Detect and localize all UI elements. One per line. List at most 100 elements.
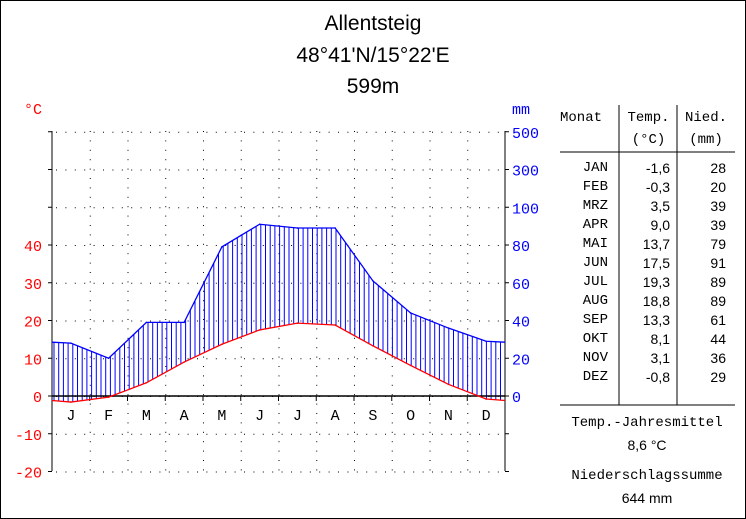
grid-dot	[488, 433, 490, 435]
grid-dot	[467, 441, 469, 443]
grid-dot	[316, 375, 318, 377]
grid-dot	[391, 215, 393, 217]
grid-dot	[165, 131, 167, 132]
grid-dot	[394, 320, 396, 322]
grid-dot	[240, 140, 242, 142]
grid-dot	[74, 433, 76, 435]
grid-dot	[488, 131, 490, 133]
grid-dot	[338, 207, 339, 209]
annual-mean-label: Temp.-Jahresmittel	[571, 415, 723, 431]
grid-dot	[244, 169, 245, 171]
temperature-point	[183, 361, 185, 363]
grid-dot	[429, 178, 431, 179]
grid-dot	[197, 207, 198, 209]
grid-dot	[309, 207, 311, 209]
grid-dot	[385, 358, 386, 360]
grid-dot	[215, 131, 217, 133]
grid-dot	[354, 149, 355, 151]
grid-dot	[429, 403, 431, 405]
grid-dot	[278, 337, 280, 339]
grid-dot	[354, 375, 355, 377]
table-cell-month: NOV	[582, 350, 608, 366]
month-label: N	[444, 408, 453, 425]
grid-dot	[165, 281, 167, 283]
grid-dot	[385, 471, 386, 473]
grid-dot	[422, 433, 424, 435]
grid-dot	[203, 337, 204, 339]
grid-dot	[240, 450, 242, 452]
grid-dot	[240, 309, 242, 311]
grid-dot	[385, 131, 386, 133]
grid-dot	[234, 245, 236, 246]
grid-dot	[150, 131, 151, 133]
table-cell-precip: 89	[710, 293, 726, 309]
grid-dot	[375, 471, 377, 473]
grid-dot	[278, 384, 280, 386]
grid-dot	[354, 384, 355, 386]
grid-dot	[240, 272, 242, 273]
grid-dot	[203, 131, 204, 132]
month-label: A	[180, 408, 189, 425]
grid-dot	[112, 169, 114, 171]
grid-dot	[460, 320, 462, 322]
grid-dot	[103, 169, 104, 171]
month-label: M	[142, 408, 151, 425]
table-cell-temp: 3,5	[650, 198, 670, 214]
grid-dot	[319, 131, 321, 133]
grid-dot	[278, 253, 280, 255]
grid-dot	[441, 207, 443, 209]
grid-dot	[131, 245, 133, 246]
grid-dot	[316, 159, 318, 161]
grid-dot	[93, 358, 95, 360]
grid-dot	[234, 471, 236, 473]
grid-dot	[354, 469, 355, 471]
grid-dot	[112, 131, 114, 133]
grid-dot	[429, 300, 431, 302]
grid-dot	[441, 245, 443, 246]
grid-dot	[240, 196, 242, 198]
grid-dot	[347, 169, 349, 171]
grid-dot	[385, 320, 386, 322]
grid-dot	[56, 245, 57, 246]
grid-dot	[84, 245, 86, 246]
grid-dot	[319, 358, 321, 360]
grid-dot	[467, 196, 469, 198]
table-cell-precip: 89	[710, 274, 726, 290]
grid-dot	[429, 319, 431, 320]
grid-dot	[203, 319, 204, 320]
grid-dot	[150, 433, 151, 435]
temperature-point	[485, 398, 487, 400]
grid-dot	[240, 347, 242, 349]
grid-dot	[467, 422, 469, 424]
grid-dot	[300, 169, 302, 171]
grid-dot	[127, 328, 129, 330]
grid-dot	[391, 450, 393, 452]
grid-dot	[450, 320, 452, 322]
grid-dot	[262, 320, 264, 322]
grid-dot	[89, 281, 91, 283]
grid-dot	[272, 245, 274, 246]
grid-dot	[291, 282, 292, 284]
grid-dot	[203, 384, 204, 386]
grid-dot	[121, 169, 123, 171]
precipitation-point	[447, 327, 450, 329]
grid-dot	[272, 131, 274, 133]
grid-dot	[89, 469, 91, 471]
grid-dot	[429, 375, 431, 377]
grid-dot	[140, 320, 142, 322]
grid-dot	[300, 131, 302, 133]
grid-dot	[165, 309, 167, 311]
grid-dot	[391, 281, 393, 283]
grid-dot	[497, 169, 499, 171]
grid-dot	[203, 253, 204, 255]
grid-dot	[354, 206, 355, 208]
grid-dot	[240, 300, 242, 302]
grid-dot	[187, 169, 189, 171]
grid-dot	[429, 159, 431, 161]
grid-dot	[300, 207, 302, 209]
grid-dot	[328, 207, 330, 209]
grid-dot	[354, 140, 355, 142]
grid-dot	[429, 450, 431, 452]
grid-dot	[56, 433, 57, 435]
grid-dot	[89, 319, 91, 320]
